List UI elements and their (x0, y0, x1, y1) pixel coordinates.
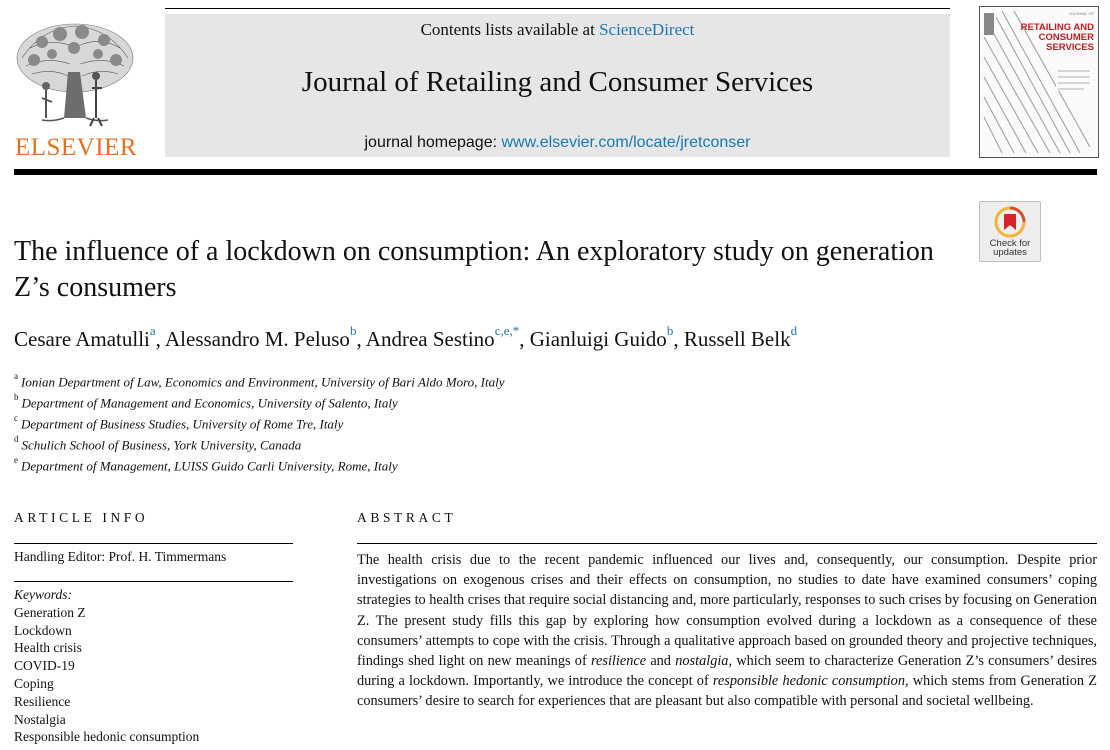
author-affiliation-mark[interactable]: d (790, 323, 798, 338)
author-name[interactable]: Gianluigi Guido (529, 327, 667, 351)
affiliation-item: e Department of Management, LUISS Guido C… (14, 455, 398, 474)
handling-editor: Handling Editor: Prof. H. Timmermans (14, 549, 227, 564)
keywords-label: Keywords: (14, 587, 72, 602)
header-bottom-rule (14, 169, 1097, 175)
divider (357, 543, 1097, 544)
author-name[interactable]: Alessandro M. Peluso (165, 327, 350, 351)
homepage-line: journal homepage: www.elsevier.com/locat… (165, 134, 950, 152)
author-name[interactable]: Andrea Sestino (365, 327, 495, 351)
elsevier-logo: ELSEVIER (12, 18, 138, 161)
check-for-updates-button[interactable]: Check for updates (979, 201, 1041, 262)
author-name[interactable]: Cesare Amatulli (14, 327, 150, 351)
keyword-item: COVID-19 (14, 658, 75, 674)
tree-of-knowledge-icon (16, 23, 134, 127)
abstract-heading: ABSTRACT (357, 510, 457, 525)
check-for-updates-icon (994, 206, 1026, 238)
keyword-item: Generation Z (14, 604, 86, 620)
journal-homepage-link[interactable]: www.elsevier.com/locate/jretconser (501, 134, 751, 151)
keyword-item: Lockdown (14, 622, 72, 638)
publisher-wordmark: ELSEVIER (14, 134, 138, 161)
article-title: The influence of a lockdown on consumpti… (14, 236, 934, 303)
keywords-section: Keywords: Generation Z Lockdown Health c… (14, 586, 199, 746)
affiliation-list: a Ionian Department of Law, Economics and… (14, 370, 914, 475)
cover-pattern-icon (983, 10, 1092, 154)
affiliation-item: c Department of Business Studies, Univers… (14, 413, 344, 432)
contents-prefix: Contents lists available at (420, 20, 595, 39)
author-affiliation-mark[interactable]: a (149, 323, 156, 338)
article-info-heading: ARTICLE INFO (14, 510, 149, 525)
check-for-updates-label: Check for updates (989, 238, 1031, 258)
author-affiliation-mark[interactable]: b (666, 323, 674, 338)
divider (14, 543, 293, 544)
keyword-item: Responsible hedonic consumption (14, 729, 200, 745)
author-name[interactable]: Russell Belk (683, 327, 791, 351)
cover-title: RETAILING AND CONSUMER SERVICES (1020, 22, 1094, 53)
author-list: Cesare Amatullia, Alessandro M. Pelusob,… (14, 323, 798, 351)
homepage-prefix: journal homepage: (364, 134, 498, 151)
journal-name: Journal of Retailing and Consumer Servic… (301, 66, 814, 98)
keyword-item: Nostalgia (14, 711, 66, 727)
contents-line: Contents lists available at ScienceDirec… (165, 20, 950, 40)
abstract-text: The health crisis due to the recent pand… (357, 552, 1097, 710)
keyword-item: Health crisis (14, 640, 82, 656)
affiliation-item: b Department of Management and Economics,… (14, 392, 398, 411)
author-affiliation-mark[interactable]: c,e,* (494, 323, 520, 338)
cover-journal-of: JOURNAL OF (1068, 11, 1094, 16)
keyword-list: Generation Z Lockdown Health crisis COVI… (14, 604, 199, 746)
journal-header-band: Contents lists available at ScienceDirec… (165, 14, 950, 157)
affiliation-item: a Ionian Department of Law, Economics and… (14, 371, 505, 390)
sciencedirect-link[interactable]: ScienceDirect (599, 20, 695, 39)
divider (14, 581, 293, 582)
header-top-rule (165, 8, 950, 9)
keyword-item: Resilience (14, 693, 71, 709)
affiliation-item: d Schulich School of Business, York Unive… (14, 434, 302, 453)
keyword-item: Coping (14, 675, 54, 691)
author-affiliation-mark[interactable]: b (349, 323, 357, 338)
journal-cover-thumbnail[interactable]: JOURNAL OF RETAILING AND CONSUMER SERVIC… (979, 6, 1099, 158)
